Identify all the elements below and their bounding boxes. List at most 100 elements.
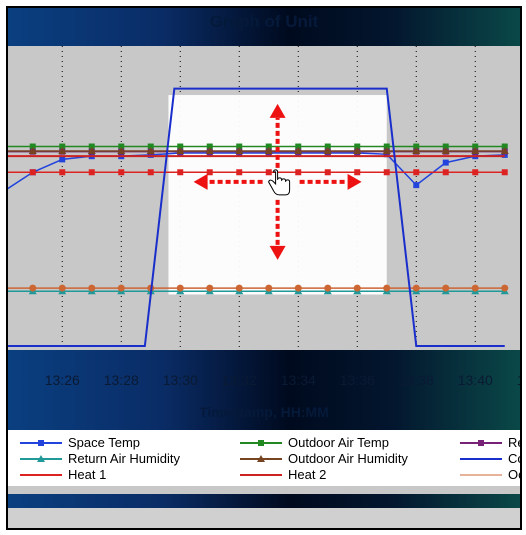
data-point-outdoor_air_temp bbox=[383, 143, 390, 150]
data-point-occupied bbox=[176, 284, 184, 292]
x-tick-label: 13:34 bbox=[280, 372, 316, 388]
data-point-occupied bbox=[501, 284, 509, 292]
data-point-heat1 bbox=[295, 169, 302, 176]
data-point-heat1 bbox=[501, 169, 508, 176]
bottom-bar bbox=[8, 494, 520, 508]
data-point-outdoor_air_temp bbox=[295, 143, 302, 150]
pan-arrowhead-up bbox=[269, 103, 286, 118]
title-bar: Graph of Unit bbox=[8, 8, 520, 46]
data-point-outdoor_air_humidity bbox=[412, 147, 421, 155]
data-point-outdoor_air_temp bbox=[413, 143, 420, 150]
data-point-outdoor_air_temp bbox=[354, 143, 361, 150]
data-point-heat1 bbox=[88, 169, 95, 176]
data-point-heat1 bbox=[29, 169, 36, 176]
x-tick-label: 13:40 bbox=[457, 372, 493, 388]
legend-label: Heat 2 bbox=[288, 467, 327, 482]
legend-label: Return Air Humidity bbox=[68, 451, 180, 466]
data-point-space_temp bbox=[501, 151, 508, 158]
data-point-occupied bbox=[265, 284, 273, 292]
data-point-outdoor_air_temp bbox=[324, 143, 331, 150]
legend-label: Ret bbox=[508, 435, 520, 450]
data-point-occupied bbox=[117, 284, 125, 292]
data-point-outdoor_air_humidity bbox=[500, 147, 509, 155]
x-tick-label: 13:36 bbox=[339, 372, 375, 388]
data-point-outdoor_air_humidity bbox=[146, 147, 155, 155]
plot-area[interactable] bbox=[8, 46, 520, 350]
legend-swatch bbox=[240, 455, 282, 462]
data-point-outdoor_air_humidity bbox=[28, 147, 37, 155]
x-tick-label: 13:32 bbox=[221, 372, 257, 388]
legend-swatch bbox=[20, 474, 62, 476]
x-axis-band: 13:26 13:28 13:30 13:32 13:34 13:36 13:38 13:40… bbox=[8, 350, 520, 430]
data-point-occupied bbox=[206, 284, 214, 292]
data-point-occupied bbox=[471, 284, 479, 292]
legend-swatch bbox=[460, 474, 502, 476]
x-tick-label: 13:30 bbox=[162, 372, 198, 388]
data-point-space_temp bbox=[442, 159, 449, 166]
data-point-occupied bbox=[29, 284, 37, 292]
pan-arrowhead-down bbox=[269, 245, 286, 260]
data-point-outdoor_air_temp bbox=[59, 143, 66, 150]
data-point-occupied bbox=[235, 284, 243, 292]
data-point-occupied bbox=[383, 284, 391, 292]
data-point-heat1 bbox=[118, 169, 125, 176]
data-point-heat1 bbox=[59, 169, 66, 176]
data-point-heat1 bbox=[265, 169, 272, 176]
legend-label: Occ bbox=[508, 467, 520, 482]
data-point-heat1 bbox=[236, 169, 243, 176]
data-point-outdoor_air_temp bbox=[29, 143, 36, 150]
legend: Space Temp Outdoor Air Temp Ret Return Air … bbox=[8, 430, 520, 486]
data-point-outdoor_air_temp bbox=[442, 143, 449, 150]
data-point-outdoor_air_humidity bbox=[294, 147, 303, 155]
data-point-outdoor_air_humidity bbox=[441, 147, 450, 155]
data-point-heat1 bbox=[383, 169, 390, 176]
data-point-outdoor_air_humidity bbox=[205, 147, 214, 155]
data-point-space_temp bbox=[59, 156, 66, 163]
footer-area bbox=[8, 508, 520, 528]
legend-swatch bbox=[460, 458, 502, 460]
chart-title: Graph of Unit bbox=[209, 12, 319, 31]
legend-swatch bbox=[460, 440, 502, 446]
data-point-outdoor_air_temp bbox=[206, 143, 213, 150]
pan-arrowhead-right bbox=[347, 173, 362, 190]
data-point-outdoor_air_temp bbox=[265, 143, 272, 150]
data-point-outdoor_air_temp bbox=[177, 143, 184, 150]
pan-arrowhead-left bbox=[193, 173, 208, 190]
data-point-outdoor_air_humidity bbox=[382, 147, 391, 155]
data-point-heat1 bbox=[177, 169, 184, 176]
chart-window: Graph of Unit 13:26 13:28 13:30 13:32 13:34 1… bbox=[6, 6, 522, 530]
x-tick-label: 13:38 bbox=[398, 372, 434, 388]
data-point-outdoor_air_temp bbox=[501, 143, 508, 150]
data-point-heat1 bbox=[147, 169, 154, 176]
data-point-heat1 bbox=[442, 169, 449, 176]
data-point-space_temp bbox=[147, 151, 154, 158]
data-point-outdoor_air_humidity bbox=[117, 147, 126, 155]
data-point-heat1 bbox=[206, 169, 213, 176]
legend-label: Con bbox=[508, 451, 520, 466]
data-point-space_temp bbox=[413, 182, 420, 189]
data-point-outdoor_air_temp bbox=[472, 143, 479, 150]
x-tick-label: 13:26 bbox=[44, 372, 80, 388]
data-point-outdoor_air_humidity bbox=[264, 147, 273, 155]
data-point-occupied bbox=[412, 284, 420, 292]
hand-cursor-icon bbox=[268, 169, 291, 196]
legend-label: Outdoor Air Humidity bbox=[288, 451, 408, 466]
data-point-occupied bbox=[442, 284, 450, 292]
data-point-outdoor_air_humidity bbox=[87, 147, 96, 155]
legend-label: Heat 1 bbox=[68, 467, 107, 482]
data-point-occupied bbox=[88, 284, 96, 292]
data-point-outdoor_air_temp bbox=[236, 143, 243, 150]
data-point-heat1 bbox=[413, 169, 420, 176]
data-point-occupied bbox=[58, 284, 66, 292]
plot-svg[interactable] bbox=[8, 46, 522, 350]
data-point-occupied bbox=[324, 284, 332, 292]
data-point-heat1 bbox=[354, 169, 361, 176]
data-point-outdoor_air_temp bbox=[88, 143, 95, 150]
legend-swatch bbox=[240, 474, 282, 476]
x-axis-title: Timestamp, HH:MM bbox=[199, 404, 329, 420]
legend-swatch bbox=[20, 455, 62, 462]
legend-label: Space Temp bbox=[68, 435, 141, 450]
data-point-heat1 bbox=[472, 169, 479, 176]
legend-label: Outdoor Air Temp bbox=[288, 435, 389, 450]
series-line-control bbox=[8, 87, 505, 347]
